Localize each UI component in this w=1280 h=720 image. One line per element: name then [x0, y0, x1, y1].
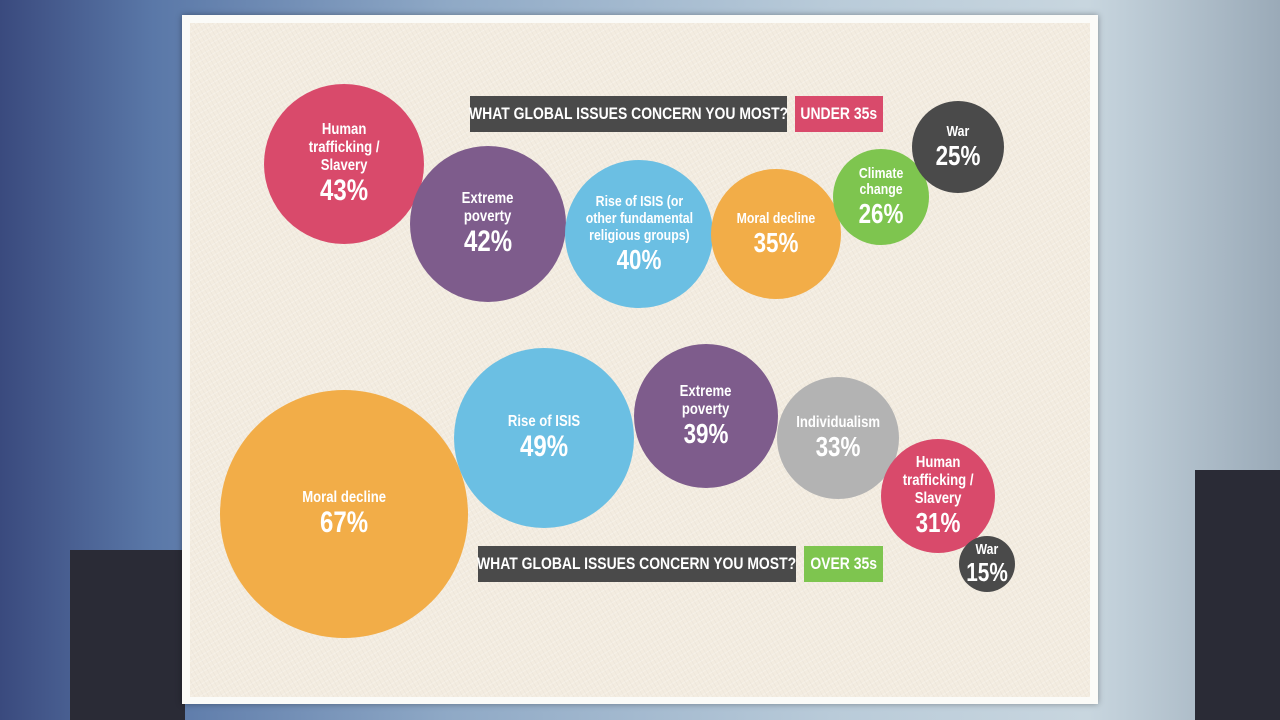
group-badge-under35: UNDER 35s — [795, 96, 883, 132]
title-bar-over35: WHAT GLOBAL ISSUES CONCERN YOU MOST? — [477, 546, 797, 582]
bubble-under35: War 25% — [912, 101, 1004, 193]
bubble-value: 67% — [319, 506, 369, 540]
bubble-label: Moral decline — [302, 489, 386, 507]
bubble-over35: Moral decline 67% — [220, 390, 468, 638]
title-bar-under35: WHAT GLOBAL ISSUES CONCERN YOU MOST? — [468, 96, 789, 132]
bubble-value: 39% — [683, 418, 729, 450]
group-badge-over35: OVER 35s — [804, 546, 883, 582]
bubble-label: Human trafficking / Slavery — [308, 121, 380, 175]
bubble-value: 43% — [319, 174, 369, 208]
bubble-over35: Rise of ISIS 49% — [454, 348, 634, 528]
bubble-under35: Climate change 26% — [833, 149, 929, 245]
bubble-label: Extreme poverty — [680, 383, 732, 419]
bubble-under35: Human trafficking / Slavery 43% — [264, 84, 424, 244]
bubble-value: 49% — [519, 430, 569, 464]
bubble-label: War — [975, 540, 999, 558]
bubble-over35: Extreme poverty 39% — [634, 344, 778, 488]
bubble-label: Individualism — [796, 414, 880, 432]
bubble-label: Extreme poverty — [462, 190, 514, 226]
bubble-value: 35% — [753, 226, 799, 258]
bubble-label: Climate change — [858, 164, 904, 199]
bubble-value: 25% — [935, 139, 981, 171]
bubble-under35: Moral decline 35% — [711, 169, 841, 299]
bubble-label: Human trafficking / Slavery — [902, 454, 974, 508]
bubble-label: Rise of ISIS — [507, 413, 581, 431]
bubble-over35: Human trafficking / Slavery 31% — [881, 439, 995, 553]
bubble-value: 42% — [463, 225, 513, 259]
bubble-value: 31% — [915, 507, 961, 539]
group-label: UNDER 35s — [800, 104, 878, 123]
bubble-value: 26% — [858, 198, 904, 230]
chart-title: WHAT GLOBAL ISSUES CONCERN YOU MOST? — [477, 554, 797, 573]
bubble-value: 15% — [966, 556, 1008, 587]
bubble-under35: Extreme poverty 42% — [410, 146, 566, 302]
background-building-right — [1195, 470, 1280, 720]
bubble-over35: War 15% — [959, 536, 1015, 592]
bubble-value: 33% — [815, 431, 861, 463]
chart-title: WHAT GLOBAL ISSUES CONCERN YOU MOST? — [468, 104, 789, 123]
bubble-under35: Rise of ISIS (or other fundamental relig… — [565, 160, 713, 308]
background-building-left — [70, 550, 185, 720]
bubble-label: War — [946, 122, 970, 140]
bubble-label: Moral decline — [736, 209, 816, 227]
bubble-value: 40% — [616, 243, 662, 275]
bubble-over35: Individualism 33% — [777, 377, 899, 499]
group-label: OVER 35s — [810, 554, 877, 573]
bubble-label: Rise of ISIS (or other fundamental relig… — [585, 193, 693, 244]
